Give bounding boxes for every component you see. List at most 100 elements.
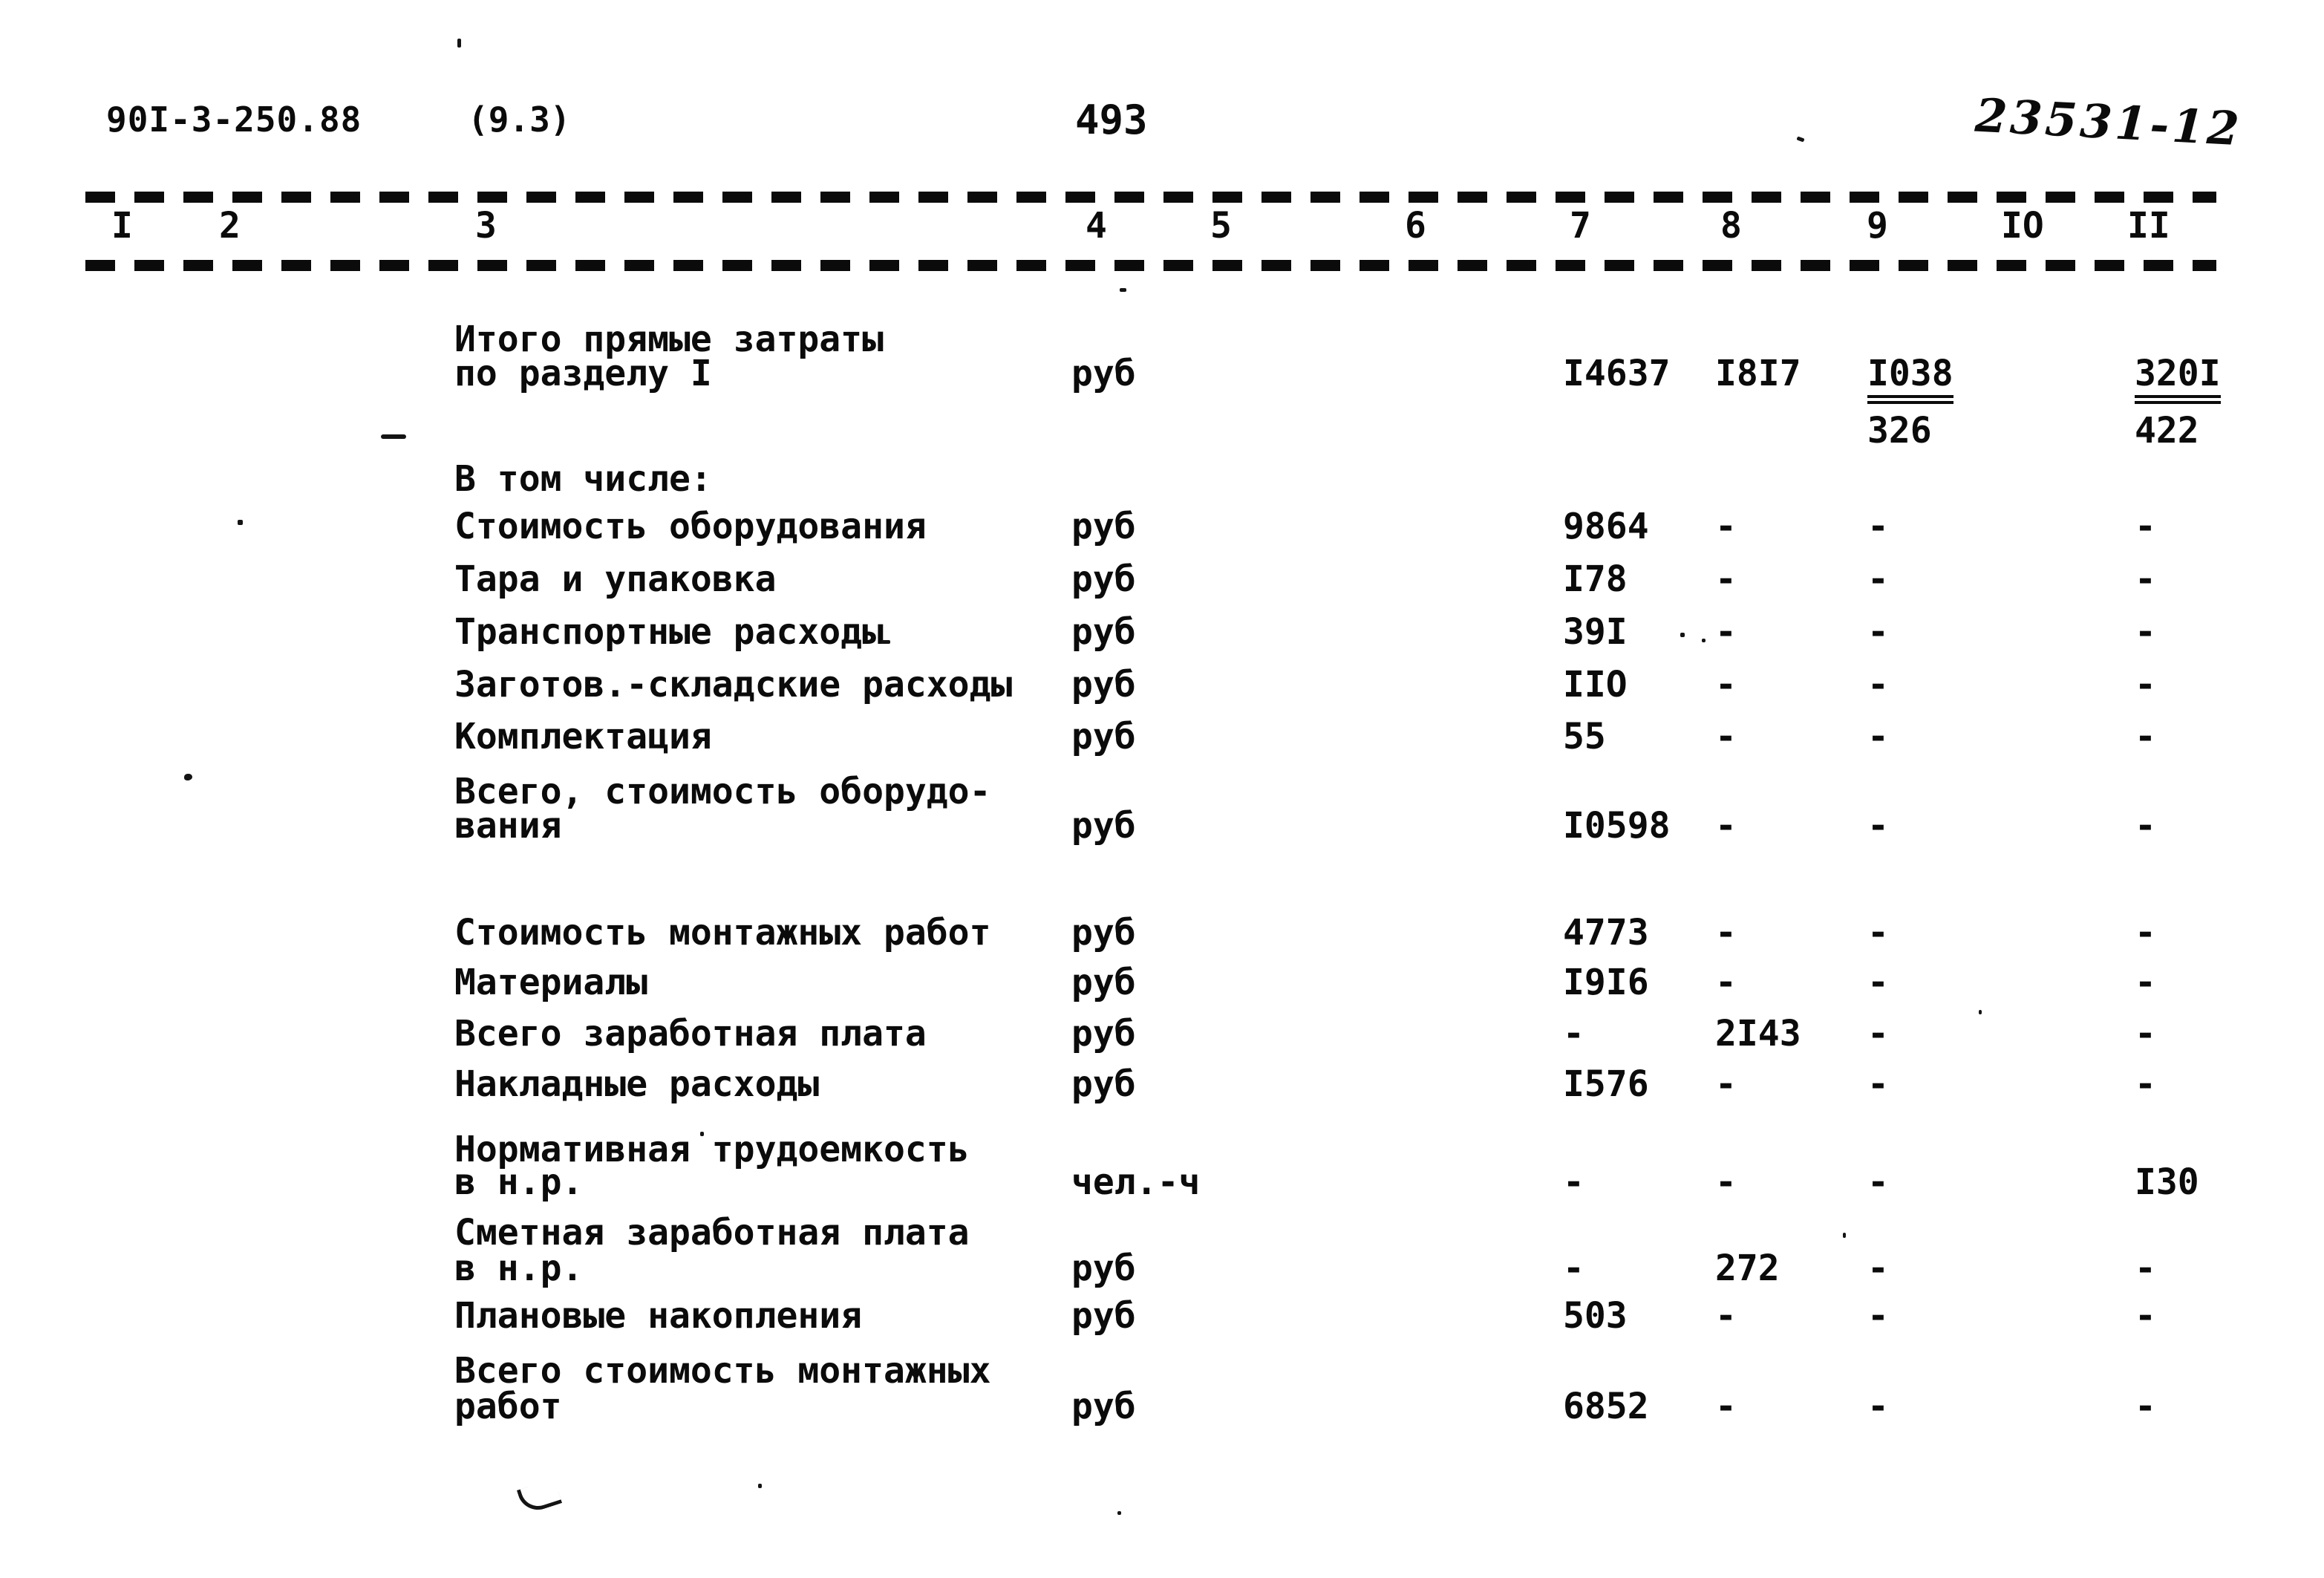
row-label: Нормативная трудоемкость <box>454 1129 970 1170</box>
column-number-2: 2 <box>219 205 241 247</box>
table-row: по разделу I руб I4637 I8I7 I038 320I <box>0 353 2324 404</box>
value-col11: 320I <box>2135 354 2221 404</box>
row-label: Итого прямые затраты <box>454 319 884 360</box>
unit-cell: руб <box>1071 1063 1136 1105</box>
value-col8: I8I7 <box>1715 353 1801 394</box>
table-row: Комплектация руб 55 - - - <box>0 717 2324 759</box>
unit-cell: чел.-ч <box>1071 1161 1201 1203</box>
value-col9: - <box>1867 716 1889 757</box>
row-label: Всего стоимость монтажных <box>454 1350 991 1392</box>
sheet-reference: (9.3) <box>468 100 571 140</box>
row-label: Плановые накопления <box>454 1295 863 1337</box>
value-col8: - <box>1715 912 1737 953</box>
unit-cell: руб <box>1071 805 1136 847</box>
unit-cell: руб <box>1071 1248 1136 1289</box>
unit-cell: руб <box>1071 1013 1136 1054</box>
row-label: Комплектация <box>454 716 712 757</box>
value-col7: 6852 <box>1563 1386 1649 1427</box>
row-label-line2: по разделу I <box>454 353 712 394</box>
value-col11: - <box>2135 1248 2156 1289</box>
value-col11: - <box>2135 805 2156 847</box>
column-number-8: 8 <box>1720 205 1742 247</box>
value-col8: - <box>1715 506 1737 547</box>
unit-cell: руб <box>1071 611 1136 653</box>
value-col7: - <box>1563 1248 1584 1289</box>
value-col11: - <box>2135 716 2156 757</box>
value-col8: - <box>1715 962 1737 1003</box>
value-col11: - <box>2135 1013 2156 1054</box>
value-col8: 2I43 <box>1715 1013 1801 1054</box>
row-label: Стоимость оборудования <box>454 506 927 547</box>
table-header-top-rule <box>85 192 2216 203</box>
row-label-line2: работ <box>454 1386 562 1427</box>
unit-cell: руб <box>1071 716 1136 757</box>
column-number-3: 3 <box>475 205 497 247</box>
table-row: Стоимость монтажных работ руб 4773 - - - <box>0 913 2324 955</box>
pen-stroke-artifact <box>516 1478 563 1516</box>
table-row: Транспортные расходы руб 39I - - - <box>0 613 2324 654</box>
column-number-7: 7 <box>1570 205 1591 247</box>
value-col9: - <box>1867 664 1889 705</box>
value-col11: - <box>2135 1063 2156 1105</box>
value-col8: 272 <box>1715 1248 1780 1289</box>
row-label: Материалы <box>454 962 648 1003</box>
table-row: Всего стоимость монтажных <box>0 1352 2324 1393</box>
column-number-6: 6 <box>1405 205 1426 247</box>
table-row: Накладные расходы руб I576 - - - <box>0 1065 2324 1106</box>
handwritten-inventory-number: 23531-12 <box>1974 88 2244 157</box>
value-col8: - <box>1715 805 1737 847</box>
value-col9: - <box>1867 912 1889 953</box>
value-col11: I30 <box>2135 1161 2199 1203</box>
value-col7: I0598 <box>1563 805 1671 847</box>
value-col9: - <box>1867 962 1889 1003</box>
value-col7: - <box>1563 1161 1584 1203</box>
unit-cell: руб <box>1071 962 1136 1003</box>
table-row: в н.р. руб - 272 - - <box>0 1249 2324 1291</box>
row-label-line2: в н.р. <box>454 1161 584 1203</box>
value-col7: 39I <box>1563 611 1628 653</box>
table-row: Заготов.-складские расходы руб IIO - - - <box>0 665 2324 707</box>
value-col7: I9I6 <box>1563 962 1649 1003</box>
column-number-11: II <box>2127 205 2170 247</box>
value-col9: - <box>1867 1386 1889 1427</box>
column-number-4: 4 <box>1086 205 1107 247</box>
value-col8: - <box>1715 664 1737 705</box>
value-col9: - <box>1867 1248 1889 1289</box>
row-label: Накладные расходы <box>454 1063 820 1105</box>
value-col7: 503 <box>1563 1295 1628 1337</box>
row-label: Всего, стоимость оборудо- <box>454 771 991 812</box>
value-col7: I4637 <box>1563 353 1671 394</box>
value-col7: 9864 <box>1563 506 1649 547</box>
unit-cell: руб <box>1071 1295 1136 1337</box>
row-label-line2: в н.р. <box>454 1248 584 1289</box>
value-col7: 55 <box>1563 716 1606 757</box>
value-col7: IIO <box>1563 664 1628 705</box>
value-col9-sub: 326 <box>1867 410 1932 451</box>
table-row: Всего, стоимость оборудо- <box>0 772 2324 814</box>
column-number-10: IO <box>2001 205 2044 247</box>
column-number-1: I <box>111 205 133 247</box>
value-col11: - <box>2135 506 2156 547</box>
value-col8: - <box>1715 1063 1737 1105</box>
table-row: работ руб 6852 - - - <box>0 1387 2324 1429</box>
unit-cell: руб <box>1071 664 1136 705</box>
section-label: В том числе: <box>454 458 712 500</box>
table-header-bottom-rule <box>85 260 2216 271</box>
value-col9: - <box>1867 805 1889 847</box>
row-label: Сметная заработная плата <box>454 1212 970 1253</box>
table-row: Материалы руб I9I6 - - - <box>0 963 2324 1005</box>
value-col7: 4773 <box>1563 912 1649 953</box>
row-label: Тара и упаковка <box>454 558 777 600</box>
row-label: Стоимость монтажных работ <box>454 912 991 953</box>
value-col7: I78 <box>1563 558 1628 600</box>
table-row: вания руб I0598 - - - <box>0 806 2324 848</box>
value-col8: - <box>1715 1386 1737 1427</box>
table-row: в н.р. чел.-ч - - - I30 <box>0 1163 2324 1204</box>
unit-cell: руб <box>1071 506 1136 547</box>
row-label: Заготов.-складские расходы <box>454 664 1013 705</box>
unit-cell: руб <box>1071 912 1136 953</box>
table-row-subline: 326 422 <box>0 411 2324 453</box>
unit-cell: руб <box>1071 558 1136 600</box>
value-col11: - <box>2135 611 2156 653</box>
value-col7: - <box>1563 1013 1584 1054</box>
